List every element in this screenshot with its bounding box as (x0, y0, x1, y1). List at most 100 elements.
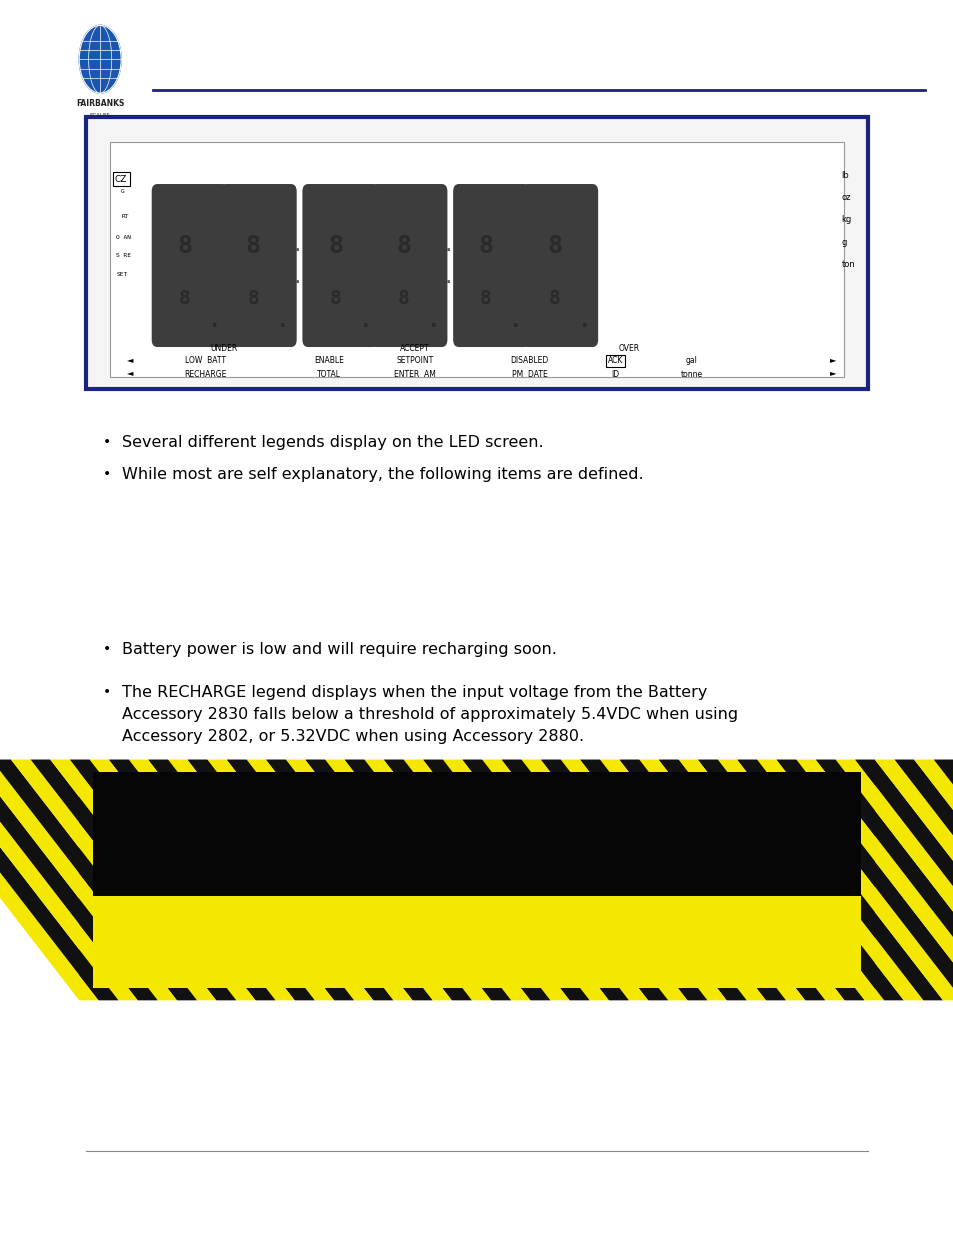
FancyBboxPatch shape (152, 184, 228, 347)
Polygon shape (70, 760, 275, 1000)
Polygon shape (521, 760, 726, 1000)
Text: kg: kg (841, 215, 851, 225)
Text: gal: gal (685, 356, 697, 366)
Bar (92, 897, 861, 988)
Polygon shape (0, 760, 196, 1000)
Text: 8: 8 (246, 235, 260, 258)
Polygon shape (599, 760, 804, 1000)
Text: •: • (103, 435, 111, 448)
Text: lb: lb (841, 170, 848, 180)
Polygon shape (90, 760, 294, 1000)
Polygon shape (423, 760, 628, 1000)
Polygon shape (835, 760, 953, 1000)
Text: O AN: O AN (116, 235, 132, 240)
Ellipse shape (79, 25, 121, 94)
Text: 8: 8 (547, 235, 561, 258)
Text: oz: oz (841, 193, 850, 203)
Polygon shape (737, 760, 943, 1000)
Polygon shape (894, 760, 953, 1000)
Text: SCALES: SCALES (90, 114, 111, 119)
Text: ton: ton (841, 259, 854, 269)
Text: ·: · (445, 277, 451, 290)
Polygon shape (0, 760, 157, 1000)
Bar (86, 117, 867, 389)
Polygon shape (796, 760, 953, 1000)
Polygon shape (757, 760, 953, 1000)
Text: OVER: OVER (618, 343, 639, 353)
Text: ·: · (294, 243, 300, 258)
Polygon shape (618, 760, 824, 1000)
Polygon shape (30, 760, 236, 1000)
Text: ID: ID (611, 369, 618, 379)
Text: G: G (121, 189, 125, 194)
Text: 8: 8 (329, 289, 341, 308)
Polygon shape (149, 760, 354, 1000)
Text: 8: 8 (478, 235, 493, 258)
Polygon shape (129, 760, 335, 1000)
Text: 8: 8 (396, 235, 411, 258)
Text: ·: · (294, 277, 300, 290)
Polygon shape (815, 760, 953, 1000)
FancyBboxPatch shape (371, 184, 447, 347)
Polygon shape (854, 760, 953, 1000)
Polygon shape (227, 760, 432, 1000)
Polygon shape (442, 760, 648, 1000)
Polygon shape (481, 760, 687, 1000)
Polygon shape (913, 760, 953, 1000)
Text: FAIRBANKS: FAIRBANKS (76, 99, 124, 107)
Text: .: . (211, 312, 218, 331)
Text: .: . (361, 312, 369, 331)
Polygon shape (0, 760, 99, 1000)
Text: •: • (103, 467, 111, 480)
Polygon shape (0, 760, 118, 1000)
Text: S RE: S RE (116, 253, 132, 258)
Text: .: . (279, 312, 287, 331)
Polygon shape (0, 760, 138, 1000)
Polygon shape (344, 760, 550, 1000)
Polygon shape (560, 760, 765, 1000)
FancyBboxPatch shape (521, 184, 598, 347)
Polygon shape (639, 760, 844, 1000)
Polygon shape (933, 760, 953, 1000)
Text: ◄: ◄ (127, 354, 132, 364)
Text: •: • (103, 685, 111, 699)
Polygon shape (383, 760, 589, 1000)
Text: The RECHARGE legend displays when the input voltage from the Battery
Accessory 2: The RECHARGE legend displays when the in… (122, 685, 738, 743)
Text: 8: 8 (479, 289, 492, 308)
Text: 8: 8 (178, 289, 191, 308)
Text: 8: 8 (397, 289, 410, 308)
Text: .: . (512, 312, 519, 331)
Text: .: . (430, 312, 437, 331)
Polygon shape (874, 760, 953, 1000)
Text: ENABLE: ENABLE (314, 356, 344, 366)
Text: ►: ► (829, 368, 835, 378)
Bar (92, 772, 861, 897)
Polygon shape (325, 760, 530, 1000)
Polygon shape (717, 760, 923, 1000)
Polygon shape (168, 760, 374, 1000)
Text: •: • (103, 642, 111, 656)
Text: g: g (841, 237, 846, 247)
Text: CZ: CZ (115, 174, 127, 184)
Text: .: . (580, 312, 588, 331)
Text: ◄: ◄ (127, 368, 132, 378)
Polygon shape (540, 760, 746, 1000)
Polygon shape (501, 760, 707, 1000)
Text: 8: 8 (548, 289, 560, 308)
Text: While most are self explanatory, the following items are defined.: While most are self explanatory, the fol… (122, 467, 643, 482)
FancyBboxPatch shape (453, 184, 529, 347)
Polygon shape (51, 760, 255, 1000)
Text: ACK: ACK (607, 356, 622, 366)
Polygon shape (659, 760, 863, 1000)
Polygon shape (0, 760, 177, 1000)
Text: LOW  BATT: LOW BATT (185, 356, 225, 366)
Polygon shape (462, 760, 667, 1000)
Text: RECHARGE: RECHARGE (184, 369, 226, 379)
Text: Battery power is low and will require recharging soon.: Battery power is low and will require re… (122, 642, 557, 657)
Polygon shape (109, 760, 314, 1000)
Polygon shape (678, 760, 883, 1000)
Polygon shape (188, 760, 393, 1000)
Polygon shape (579, 760, 785, 1000)
Bar (110, 142, 843, 377)
Text: RT: RT (121, 214, 129, 219)
